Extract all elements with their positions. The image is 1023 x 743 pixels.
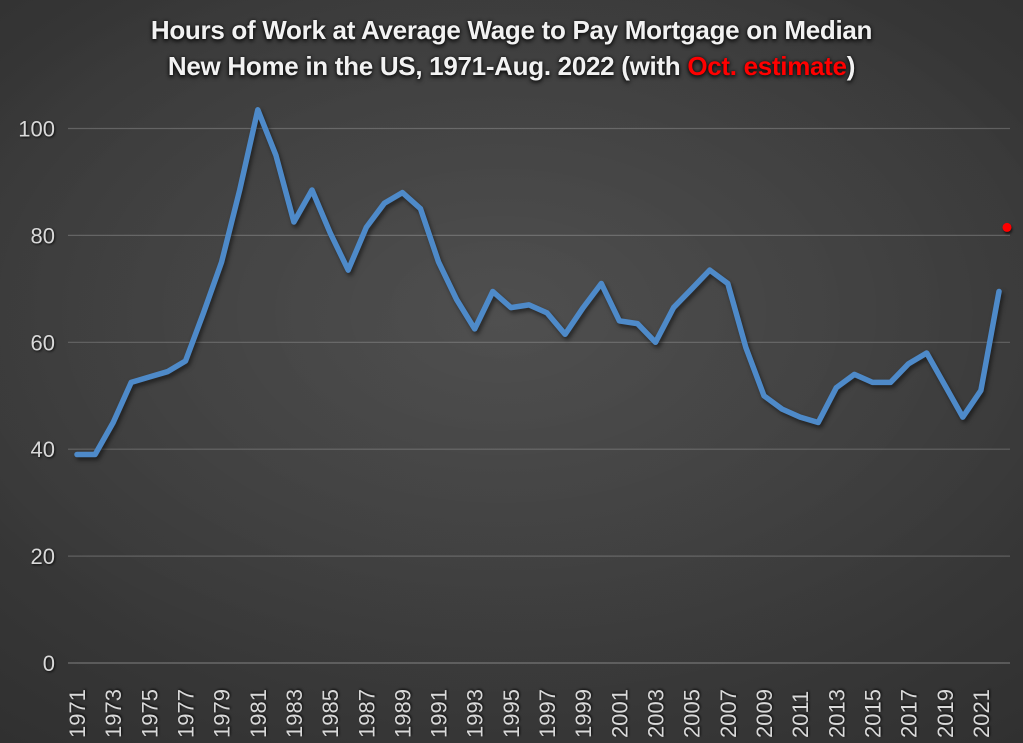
x-axis-tick-label: 1975 bbox=[137, 689, 162, 738]
x-axis-tick-label: 1999 bbox=[571, 689, 596, 738]
x-axis-tick-label: 2015 bbox=[860, 689, 885, 738]
oct-estimate-dot bbox=[1002, 222, 1012, 232]
x-axis-tick-label: 1983 bbox=[282, 689, 307, 738]
x-axis-tick-label: 1987 bbox=[354, 689, 379, 738]
chart-title-line2: New Home in the US, 1971-Aug. 2022 (with… bbox=[0, 48, 1023, 84]
x-axis-tick-label: 1993 bbox=[463, 689, 488, 738]
x-axis-tick-label: 2011 bbox=[788, 691, 813, 738]
y-axis-tick-label: 0 bbox=[43, 651, 55, 676]
x-axis-tick-label: 2009 bbox=[752, 689, 777, 738]
chart-title-line1: Hours of Work at Average Wage to Pay Mor… bbox=[150, 15, 873, 45]
x-axis-tick-label: 1973 bbox=[101, 689, 126, 738]
x-axis-tick-label: 2003 bbox=[644, 689, 669, 738]
chart-title: Hours of Work at Average Wage to Pay Mor… bbox=[0, 12, 1023, 84]
chart-title-estimate-highlight: Oct. estimate bbox=[687, 51, 847, 81]
x-axis-tick-label: 1979 bbox=[210, 689, 235, 738]
x-axis-tick-label: 1995 bbox=[499, 689, 524, 738]
y-axis-tick-label: 40 bbox=[31, 437, 55, 462]
x-axis-tick-label: 1997 bbox=[535, 689, 560, 738]
x-axis-tick-label: 1985 bbox=[318, 689, 343, 738]
x-axis-tick-label: 2017 bbox=[897, 689, 922, 738]
x-axis-tick-label: 1971 bbox=[65, 689, 90, 738]
y-axis-tick-label: 100 bbox=[18, 117, 55, 142]
x-axis-tick-label: 2021 bbox=[969, 689, 994, 738]
x-axis-tick-label: 1989 bbox=[390, 689, 415, 738]
y-axis-tick-label: 20 bbox=[31, 544, 55, 569]
x-axis-tick-label: 1981 bbox=[246, 689, 271, 738]
x-axis-tick-label: 2013 bbox=[824, 689, 849, 738]
chart-title-line2-prefix: New Home in the US, 1971-Aug. 2022 (with bbox=[167, 51, 688, 81]
x-axis-tick-label: 1991 bbox=[427, 689, 452, 738]
y-axis-tick-label: 80 bbox=[31, 223, 55, 248]
y-axis-tick-label: 60 bbox=[31, 330, 55, 355]
chart-title-line2-suffix: ) bbox=[846, 51, 856, 81]
x-axis-tick-label: 1977 bbox=[173, 689, 198, 738]
x-axis-tick-label: 2019 bbox=[933, 689, 958, 738]
x-axis-tick-label: 2001 bbox=[607, 689, 632, 738]
x-axis-tick-label: 2007 bbox=[716, 689, 741, 738]
hours-of-work-series-line bbox=[74, 107, 1002, 458]
x-axis-tick-label: 2005 bbox=[680, 689, 705, 738]
